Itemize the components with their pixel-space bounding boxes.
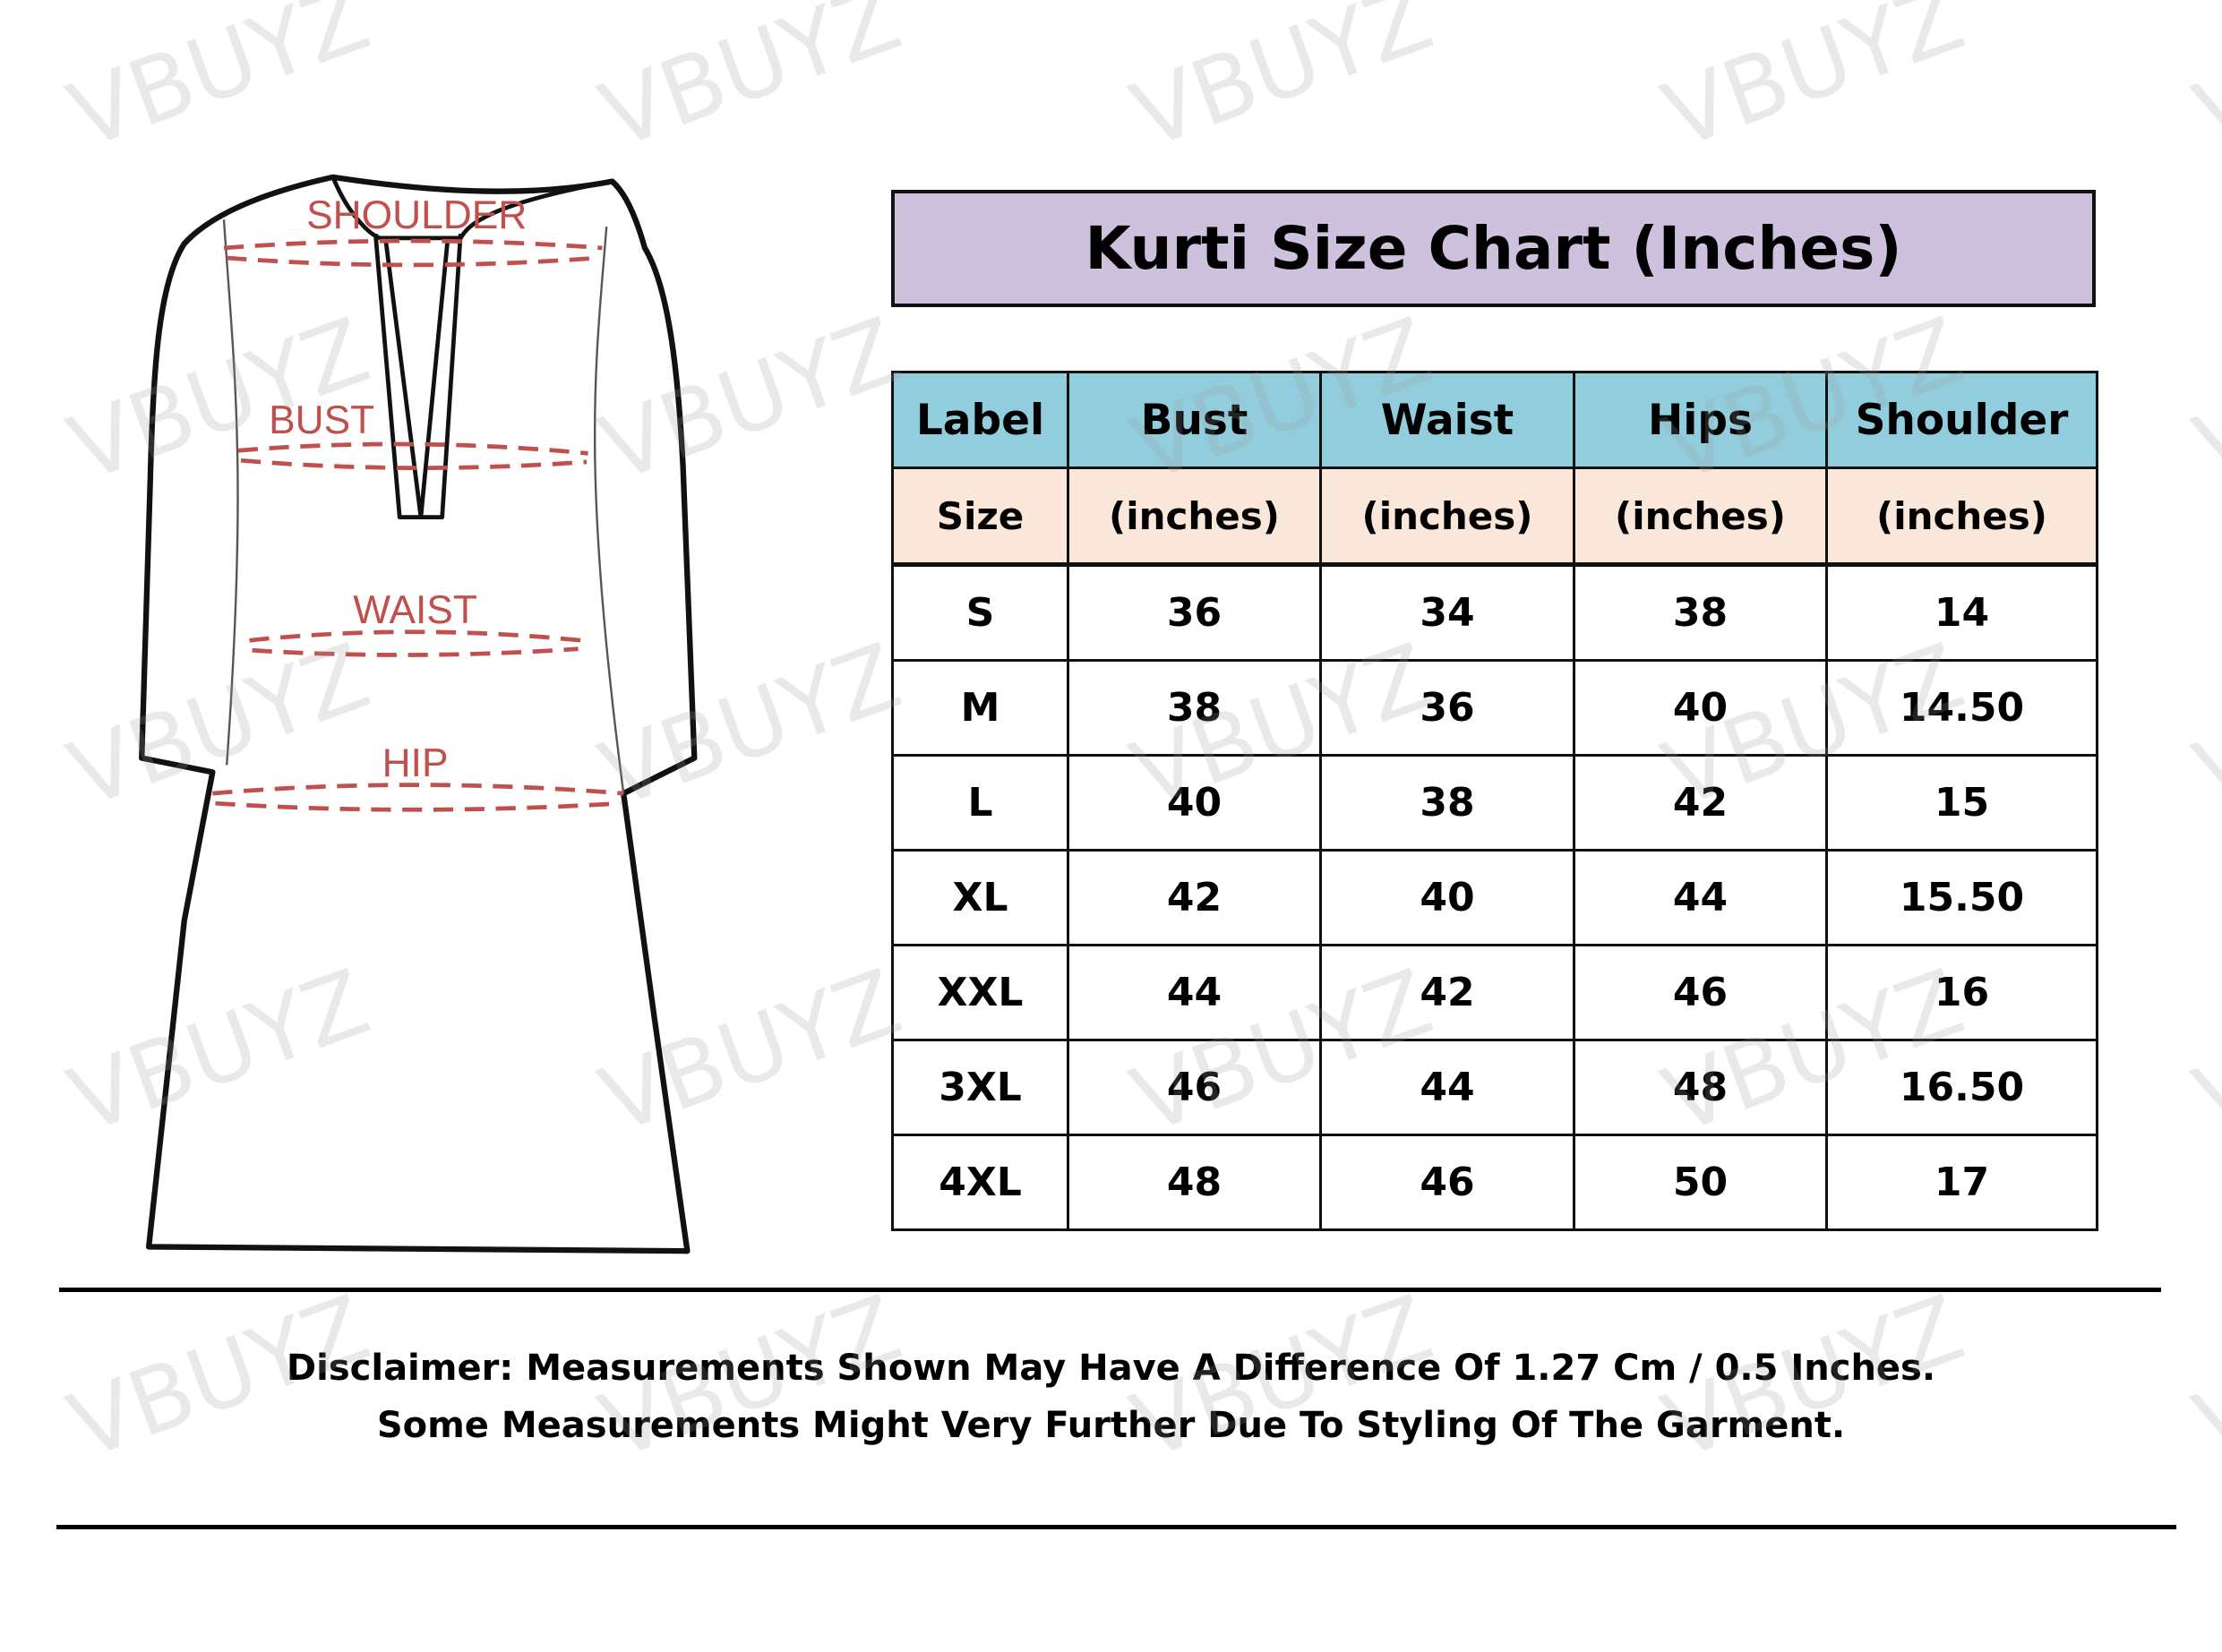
cell-bust: 46 (1067, 1039, 1322, 1136)
header-row: Label Bust Waist Hips Shoulder (891, 371, 2098, 469)
cell-size: M (891, 659, 1069, 757)
cell-waist: 44 (1319, 1039, 1575, 1136)
table-row: S 36 34 38 14 (891, 563, 2098, 662)
bust-measure-line (237, 441, 588, 470)
cell-size: 3XL (891, 1039, 1069, 1136)
cell-size: L (891, 754, 1069, 852)
cell-shoulder: 16.50 (1825, 1039, 2098, 1136)
armhole-left (222, 219, 239, 766)
header-bust: Bust (1067, 371, 1322, 469)
table-row: 3XL 46 44 48 16.50 (891, 1039, 2098, 1136)
shoulder-measure-line (223, 238, 603, 268)
armhole-right (593, 227, 625, 794)
label-shoulder: SHOULDER (306, 193, 527, 237)
cell-bust: 48 (1067, 1134, 1322, 1231)
cell-bust: 40 (1067, 754, 1322, 852)
cell-bust: 42 (1067, 849, 1322, 946)
cell-bust: 36 (1067, 563, 1322, 662)
cell-hips: 50 (1573, 1134, 1828, 1231)
table-row: XXL 44 42 46 16 (891, 944, 2098, 1041)
cell-shoulder: 16 (1825, 944, 2098, 1041)
cell-size: XL (891, 849, 1069, 946)
chart-title: Kurti Size Chart (Inches) (891, 190, 2096, 307)
header-shoulder: Shoulder (1825, 371, 2098, 469)
cell-size: 4XL (891, 1134, 1069, 1231)
cell-shoulder: 14 (1825, 563, 2098, 662)
header-waist: Waist (1319, 371, 1575, 469)
label-bust: BUST (269, 398, 374, 442)
label-waist: WAIST (353, 588, 477, 632)
divider-top (59, 1288, 2161, 1292)
cell-bust: 44 (1067, 944, 1322, 1041)
cell-shoulder: 15 (1825, 754, 2098, 852)
cell-waist: 38 (1319, 754, 1575, 852)
table-row: L 40 38 42 15 (891, 754, 2098, 852)
waist-measure-line (249, 629, 581, 657)
disclaimer-line-1: Disclaimer: Measurements Shown May Have … (286, 1348, 1936, 1389)
unit-size: Size (891, 466, 1069, 566)
cell-waist: 46 (1319, 1134, 1575, 1231)
cell-waist: 42 (1319, 944, 1575, 1041)
units-row: Size (inches) (inches) (inches) (inches) (891, 466, 2098, 566)
unit-hips: (inches) (1573, 466, 1828, 566)
table-row: M 38 36 40 14.50 (891, 659, 2098, 757)
divider-bottom (56, 1525, 2176, 1529)
cell-size: S (891, 563, 1069, 662)
label-hip: HIP (382, 741, 449, 785)
cell-shoulder: 14.50 (1825, 659, 2098, 757)
header-hips: Hips (1573, 371, 1828, 469)
cell-waist: 40 (1319, 849, 1575, 946)
cell-hips: 42 (1573, 754, 1828, 852)
kurti-outline (139, 174, 698, 1254)
cell-hips: 38 (1573, 563, 1828, 662)
unit-waist: (inches) (1319, 466, 1575, 566)
cell-size: XXL (891, 944, 1069, 1041)
hip-measure-line (212, 783, 624, 812)
table-row: 4XL 48 46 50 17 (891, 1134, 2098, 1231)
cell-hips: 48 (1573, 1039, 1828, 1136)
cell-waist: 36 (1319, 659, 1575, 757)
cell-hips: 46 (1573, 944, 1828, 1041)
cell-hips: 40 (1573, 659, 1828, 757)
cell-shoulder: 15.50 (1825, 849, 2098, 946)
unit-shoulder: (inches) (1825, 466, 2098, 566)
placket (373, 233, 463, 519)
table-row: XL 42 40 44 15.50 (891, 849, 2098, 946)
header-label: Label (891, 371, 1069, 469)
size-table: Label Bust Waist Hips Shoulder Size (inc… (891, 371, 2098, 1231)
cell-hips: 44 (1573, 849, 1828, 946)
cell-waist: 34 (1319, 563, 1575, 662)
unit-bust: (inches) (1067, 466, 1322, 566)
cell-shoulder: 17 (1825, 1134, 2098, 1231)
disclaimer-line-2: Some Measurements Might Very Further Due… (376, 1405, 1846, 1446)
cell-bust: 38 (1067, 659, 1322, 757)
